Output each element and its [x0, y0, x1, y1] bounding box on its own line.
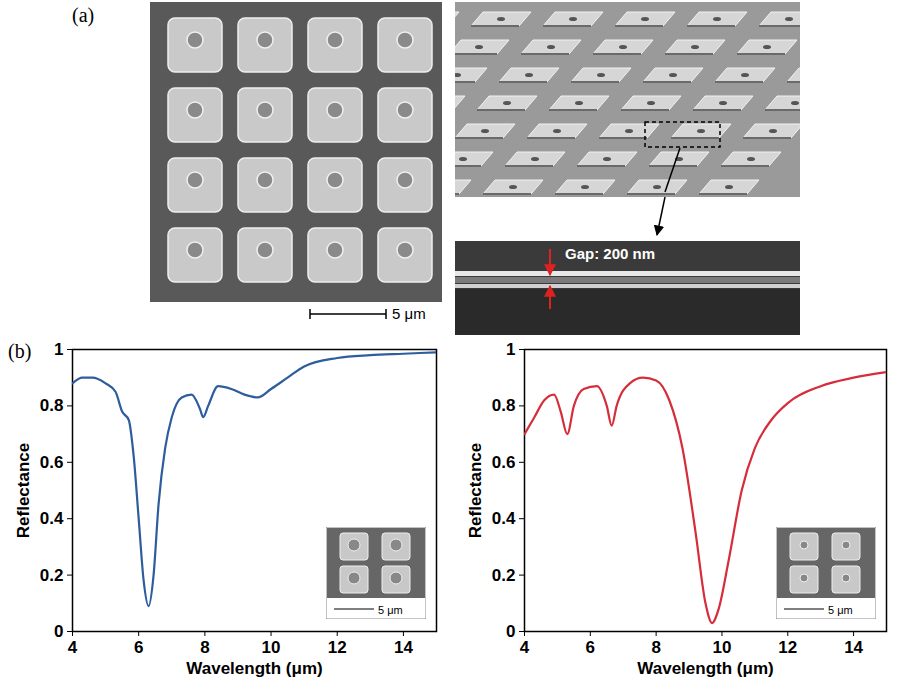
svg-text:8: 8: [200, 638, 209, 657]
svg-text:10: 10: [712, 638, 731, 657]
svg-text:4: 4: [68, 638, 78, 657]
svg-text:12: 12: [778, 638, 797, 657]
svg-text:Gap: 200 nm: Gap: 200 nm: [565, 245, 655, 262]
svg-text:0.8: 0.8: [40, 396, 64, 415]
svg-text:0.4: 0.4: [492, 509, 516, 528]
html-text:(a): (a): [72, 4, 95, 26]
svg-text:Reflectance: Reflectance: [14, 443, 33, 538]
svg-text:0.8: 0.8: [492, 396, 516, 415]
svg-text:1: 1: [506, 340, 515, 359]
svg-text:5 μm: 5 μm: [828, 604, 853, 616]
svg-text:14: 14: [844, 638, 863, 657]
svg-text:8: 8: [651, 638, 660, 657]
svg-text:0.2: 0.2: [40, 566, 64, 585]
svg-text:0.4: 0.4: [40, 509, 64, 528]
svg-text:10: 10: [262, 638, 281, 657]
svg-text:0.6: 0.6: [492, 453, 516, 472]
svg-text:Reflectance: Reflectance: [466, 443, 485, 538]
svg-text:5 μm: 5 μm: [378, 604, 403, 616]
svg-text:4: 4: [520, 638, 530, 657]
svg-text:1: 1: [54, 340, 63, 359]
svg-text:0: 0: [54, 622, 63, 641]
svg-text:Wavelength (μm): Wavelength (μm): [186, 659, 322, 678]
svg-text:6: 6: [586, 638, 595, 657]
svg-text:12: 12: [328, 638, 347, 657]
html-text:(b): (b): [8, 340, 32, 362]
svg-text:5 μm: 5 μm: [392, 305, 426, 322]
svg-text:Wavelength (μm): Wavelength (μm): [637, 659, 773, 678]
svg-text:0.6: 0.6: [40, 453, 64, 472]
svg-text:0: 0: [506, 622, 515, 641]
svg-text:14: 14: [394, 638, 413, 657]
svg-text:0.2: 0.2: [492, 566, 516, 585]
svg-text:6: 6: [134, 638, 143, 657]
